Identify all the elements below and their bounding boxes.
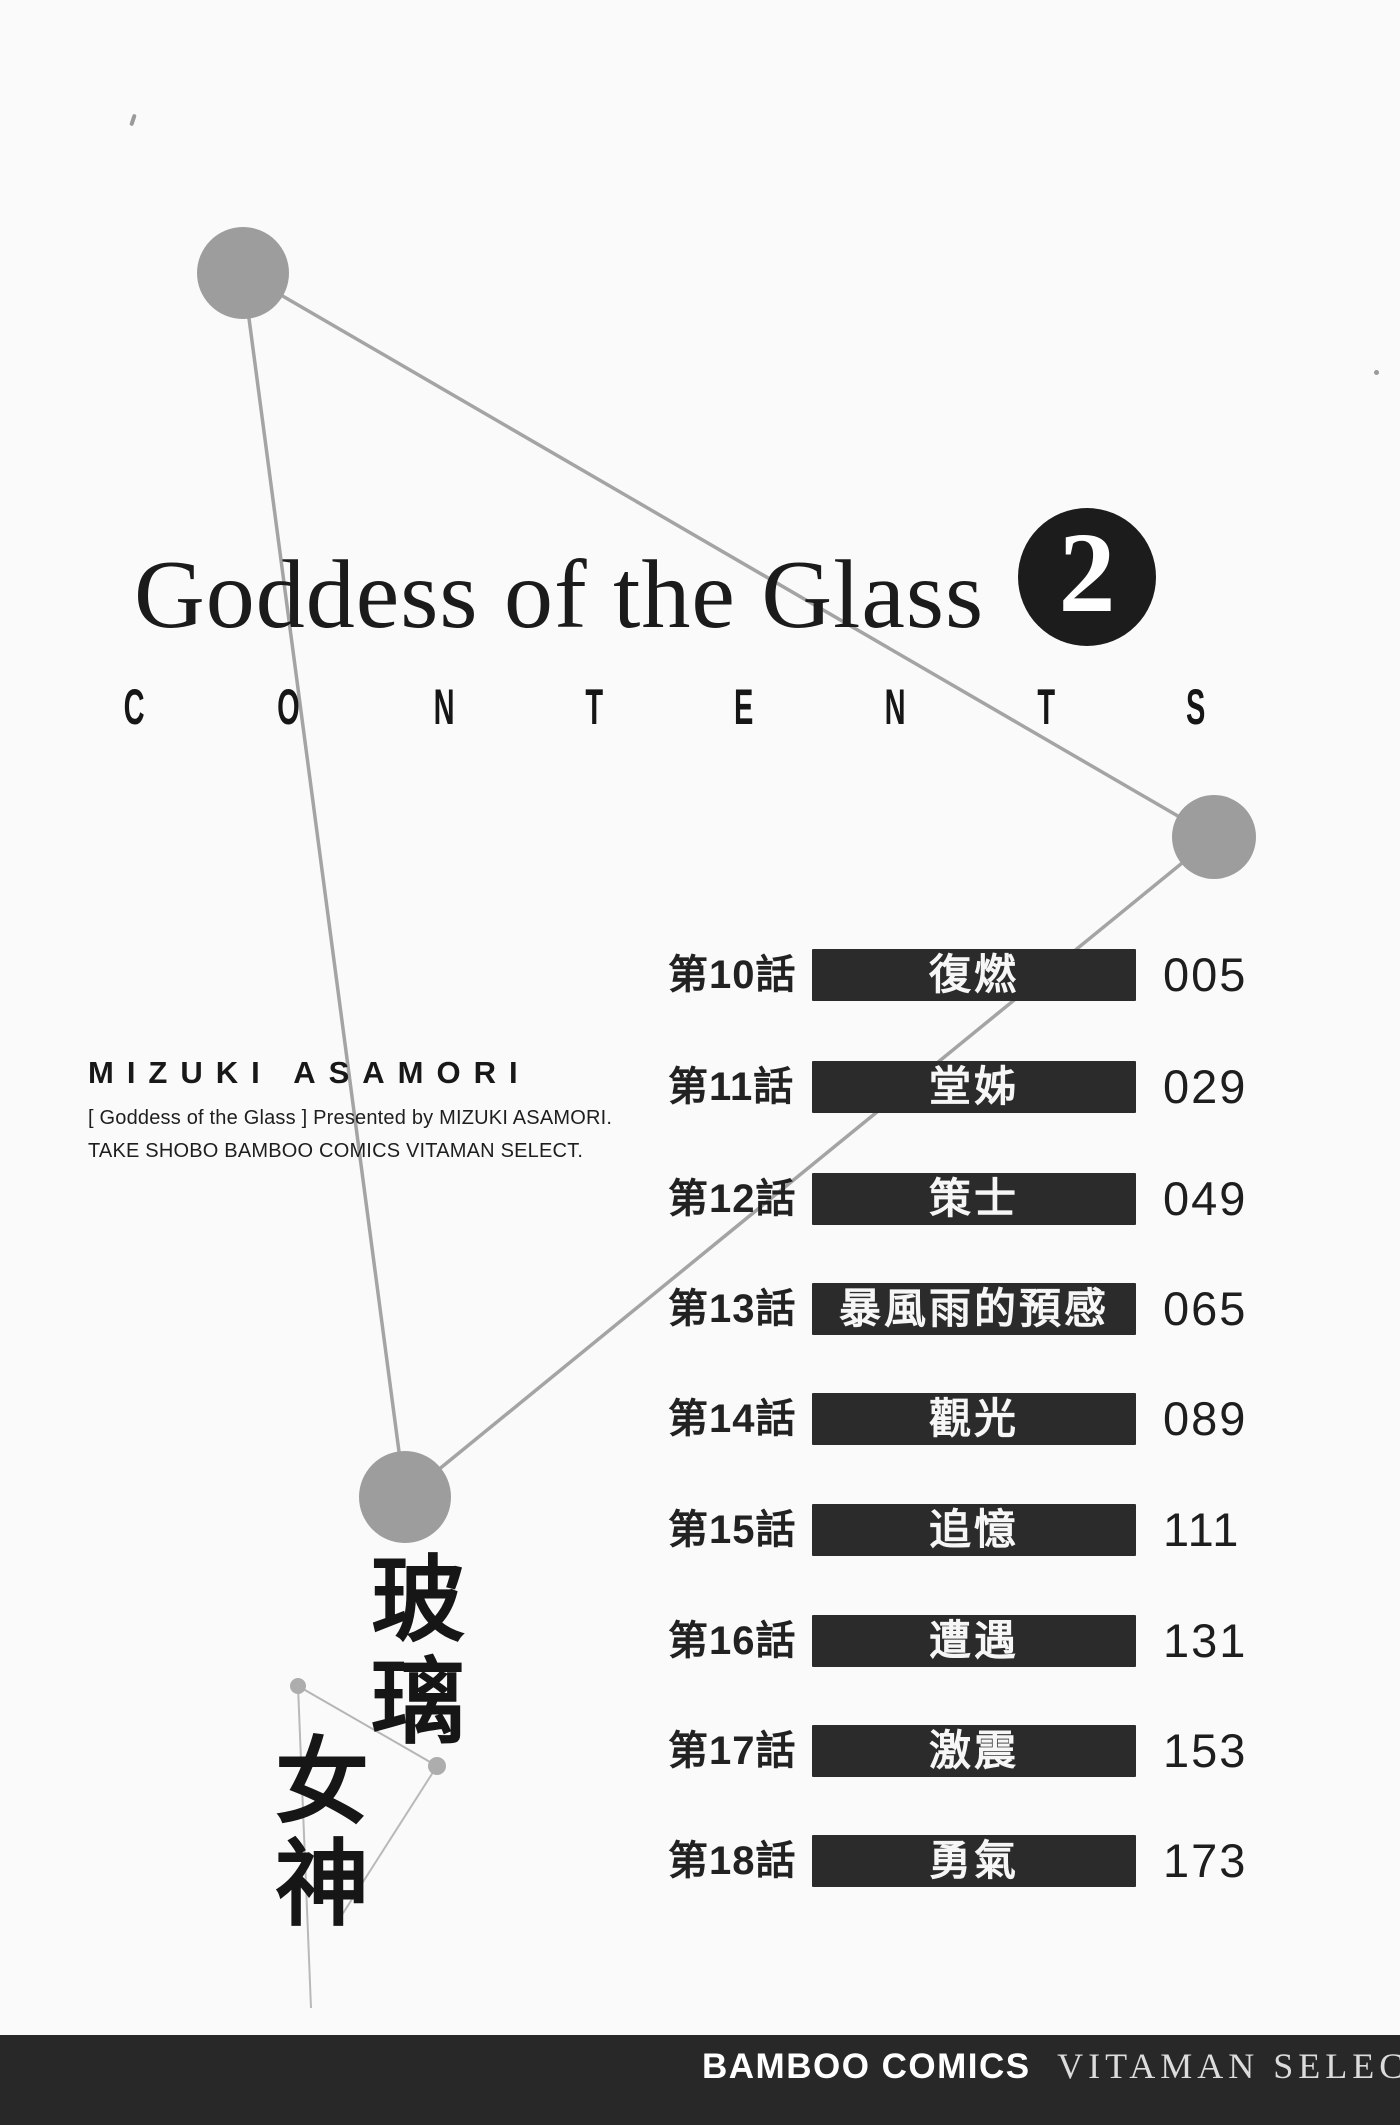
node-circle-right bbox=[1172, 795, 1256, 879]
chapter-page-number: 089 bbox=[1163, 1392, 1248, 1445]
node-dot-small-a bbox=[290, 1678, 306, 1694]
chapter-title: 觀光 bbox=[928, 1395, 1019, 1442]
chapter-label: 第13話 bbox=[668, 1287, 797, 1331]
chapter-label: 第14話 bbox=[668, 1397, 797, 1441]
contents-letter: N bbox=[884, 679, 906, 735]
page-title: Goddess of the Glass bbox=[134, 541, 985, 649]
author-name: MIZUKI ASAMORI bbox=[88, 1055, 531, 1090]
chapter-title-box: 策士 bbox=[812, 1173, 1136, 1225]
chapter-label: 第16話 bbox=[668, 1619, 797, 1663]
footer-brand: BAMBOO COMICS bbox=[702, 2047, 1031, 2086]
author-block: MIZUKI ASAMORI [ Goddess of the Glass ] … bbox=[88, 1056, 648, 1168]
chapter-title-box: 遭遇 bbox=[812, 1615, 1136, 1667]
design-thin-line-a-down bbox=[297, 1685, 312, 2009]
footer-bar: BAMBOO COMICS VITAMAN SELECT bbox=[0, 2035, 1400, 2125]
vertical-title-goddess: 女神 bbox=[261, 1732, 365, 1936]
design-line-top-right bbox=[242, 271, 1215, 839]
node-circle-bottom bbox=[359, 1451, 451, 1543]
chapter-title-box: 堂姊 bbox=[812, 1061, 1136, 1113]
chapter-title-box: 勇氣 bbox=[812, 1835, 1136, 1887]
chapter-row: 第16話 遭遇 131 bbox=[0, 1613, 1400, 1669]
chapter-row: 第10話 復燃 005 bbox=[0, 947, 1400, 1003]
volume-number: 2 bbox=[1058, 509, 1116, 636]
author-presented-by: [ Goddess of the Glass ] Presented by MI… bbox=[88, 1107, 613, 1129]
chapter-page-number: 173 bbox=[1163, 1834, 1248, 1887]
volume-badge: 2 bbox=[1018, 508, 1156, 646]
chapter-title: 復燃 bbox=[928, 951, 1019, 998]
design-thin-line-a-b bbox=[297, 1685, 438, 1767]
chapter-label: 第15話 bbox=[668, 1508, 797, 1552]
vertical-title-glass: 玻璃 bbox=[357, 1550, 461, 1754]
chapter-row: 第15話 追憶 111 bbox=[0, 1502, 1400, 1558]
chapter-title-box: 觀光 bbox=[812, 1393, 1136, 1445]
chapter-row: 第18話 勇氣 173 bbox=[0, 1833, 1400, 1889]
node-circle-top bbox=[197, 227, 289, 319]
contents-letter: N bbox=[433, 679, 455, 735]
chapter-page-number: 131 bbox=[1163, 1614, 1248, 1667]
design-line-right-bottom bbox=[403, 835, 1216, 1499]
chapter-page-number: 153 bbox=[1163, 1724, 1248, 1777]
chapter-row: 第12話 策士 049 bbox=[0, 1171, 1400, 1227]
contents-letter: S bbox=[1185, 679, 1205, 735]
chapter-page-number: 005 bbox=[1163, 948, 1248, 1001]
chapter-page-number: 111 bbox=[1163, 1503, 1241, 1556]
chapter-title-box: 追憶 bbox=[812, 1504, 1136, 1556]
chapter-title-box: 暴風雨的預感 bbox=[812, 1283, 1136, 1335]
scan-speck bbox=[1374, 370, 1379, 375]
design-thin-line-b-down bbox=[339, 1765, 438, 1919]
chapter-title: 激震 bbox=[928, 1727, 1019, 1774]
chapter-title-box: 激震 bbox=[812, 1725, 1136, 1777]
footer-series: VITAMAN SELECT bbox=[1057, 2046, 1400, 2086]
chapter-title: 暴風雨的預感 bbox=[838, 1285, 1109, 1332]
design-line-top-bottom bbox=[241, 272, 407, 1498]
footer-text: BAMBOO COMICS VITAMAN SELECT bbox=[702, 2045, 1400, 2087]
node-dot-small-b bbox=[428, 1757, 446, 1775]
contents-letter: O bbox=[277, 679, 301, 735]
chapter-row: 第11話 堂姊 029 bbox=[0, 1059, 1400, 1115]
chapter-row: 第17話 激震 153 bbox=[0, 1723, 1400, 1779]
chapter-page-number: 029 bbox=[1163, 1060, 1248, 1113]
contents-letter: T bbox=[1037, 679, 1055, 735]
chapter-title: 追憶 bbox=[928, 1506, 1019, 1553]
chapter-title: 遭遇 bbox=[928, 1617, 1019, 1664]
chapter-label: 第17話 bbox=[668, 1729, 797, 1773]
author-imprint: TAKE SHOBO BAMBOO COMICS VITAMAN SELECT. bbox=[88, 1140, 584, 1162]
chapter-row: 第14話 觀光 089 bbox=[0, 1391, 1400, 1447]
contents-heading: C O N T E N T S bbox=[116, 682, 1212, 732]
contents-letter: E bbox=[733, 679, 754, 735]
chapter-title: 堂姊 bbox=[928, 1063, 1019, 1110]
chapter-title: 策士 bbox=[928, 1175, 1019, 1222]
chapter-label: 第10話 bbox=[668, 953, 797, 997]
chapter-title: 勇氣 bbox=[928, 1837, 1019, 1884]
chapter-label: 第12話 bbox=[668, 1177, 797, 1221]
chapter-page-number: 049 bbox=[1163, 1172, 1248, 1225]
chapter-title-box: 復燃 bbox=[812, 949, 1136, 1001]
chapter-label: 第11話 bbox=[668, 1065, 795, 1109]
contents-letter: C bbox=[123, 679, 145, 735]
chapter-page-number: 065 bbox=[1163, 1282, 1248, 1335]
contents-letter: T bbox=[585, 679, 604, 735]
chapter-label: 第18話 bbox=[668, 1839, 797, 1883]
chapter-row: 第13話 暴風雨的預感 065 bbox=[0, 1281, 1400, 1337]
